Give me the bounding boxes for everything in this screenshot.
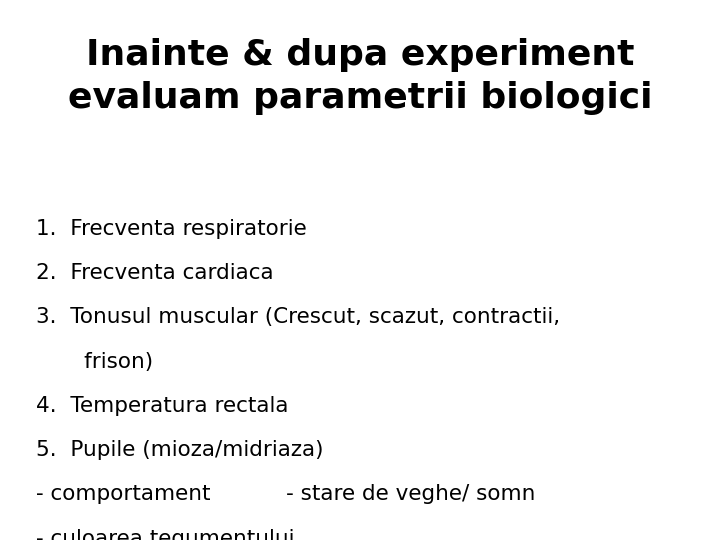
Text: 1.  Frecventa respiratorie: 1. Frecventa respiratorie xyxy=(36,219,307,239)
Text: 4.  Temperatura rectala: 4. Temperatura rectala xyxy=(36,396,289,416)
Text: Inainte & dupa experiment
evaluam parametrii biologici: Inainte & dupa experiment evaluam parame… xyxy=(68,38,652,115)
Text: frison): frison) xyxy=(36,352,153,372)
Text: 3.  Tonusul muscular (Crescut, scazut, contractii,: 3. Tonusul muscular (Crescut, scazut, co… xyxy=(36,307,560,327)
Text: - comportament           - stare de veghe/ somn: - comportament - stare de veghe/ somn xyxy=(36,484,536,504)
Text: 5.  Pupile (mioza/midriaza): 5. Pupile (mioza/midriaza) xyxy=(36,440,323,460)
Text: 2.  Frecventa cardiaca: 2. Frecventa cardiaca xyxy=(36,263,274,283)
Text: - culoarea tegumentului: - culoarea tegumentului xyxy=(36,529,294,540)
